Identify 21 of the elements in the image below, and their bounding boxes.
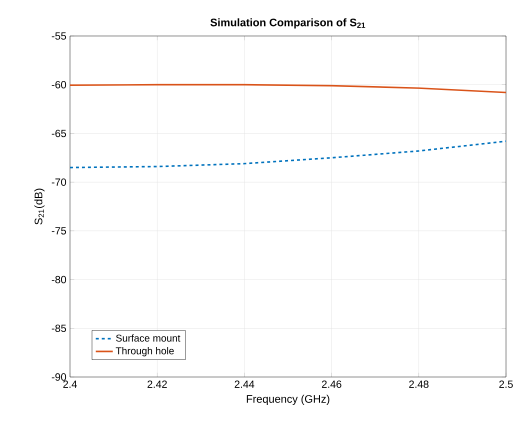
y-axis-title: S$_{21}$(dB)	[34, 188, 45, 225]
y-tick-label: -75	[52, 227, 66, 235]
x-tick-label: 2.46	[322, 380, 342, 388]
x-tick-label: 2.44	[234, 380, 254, 388]
y-tick-label: -70	[52, 178, 66, 186]
x-tick-label: 2.48	[409, 380, 429, 388]
x-tick-label: 2.4	[63, 380, 77, 388]
y-tick-label: -80	[52, 276, 66, 284]
x-tick-label: 2.5	[499, 380, 513, 388]
line-series	[70, 84, 506, 94]
y-tick-label: -85	[52, 324, 66, 332]
legend-label: Surface mount	[116, 334, 180, 342]
chart-title: Simulation Comparison of S$_{21}$	[210, 18, 366, 28]
y-tick-label: -55	[52, 32, 66, 40]
legend-label: Through hole	[116, 347, 174, 356]
x-axis-title: Frequency (GHz)	[246, 394, 330, 405]
line-series	[70, 140, 506, 168]
y-tick-label: -60	[52, 81, 66, 88]
x-tick-label: 2.42	[148, 380, 167, 388]
y-tick-label: -65	[52, 130, 66, 138]
y-tick-label: -90	[52, 373, 66, 381]
